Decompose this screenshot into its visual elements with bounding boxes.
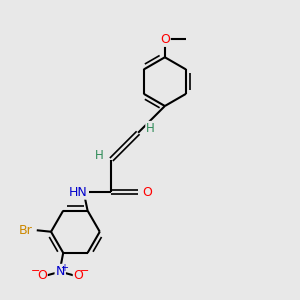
- Text: O: O: [37, 269, 47, 282]
- Text: HN: HN: [69, 186, 88, 199]
- Text: H: H: [94, 148, 103, 162]
- Text: O: O: [160, 33, 170, 46]
- Text: O: O: [142, 186, 152, 199]
- Text: −: −: [31, 266, 40, 276]
- Text: N: N: [56, 265, 65, 278]
- Text: −: −: [80, 266, 89, 276]
- Text: Br: Br: [19, 224, 33, 237]
- Text: H: H: [146, 122, 155, 135]
- Text: +: +: [60, 263, 68, 273]
- Text: O: O: [74, 269, 84, 282]
